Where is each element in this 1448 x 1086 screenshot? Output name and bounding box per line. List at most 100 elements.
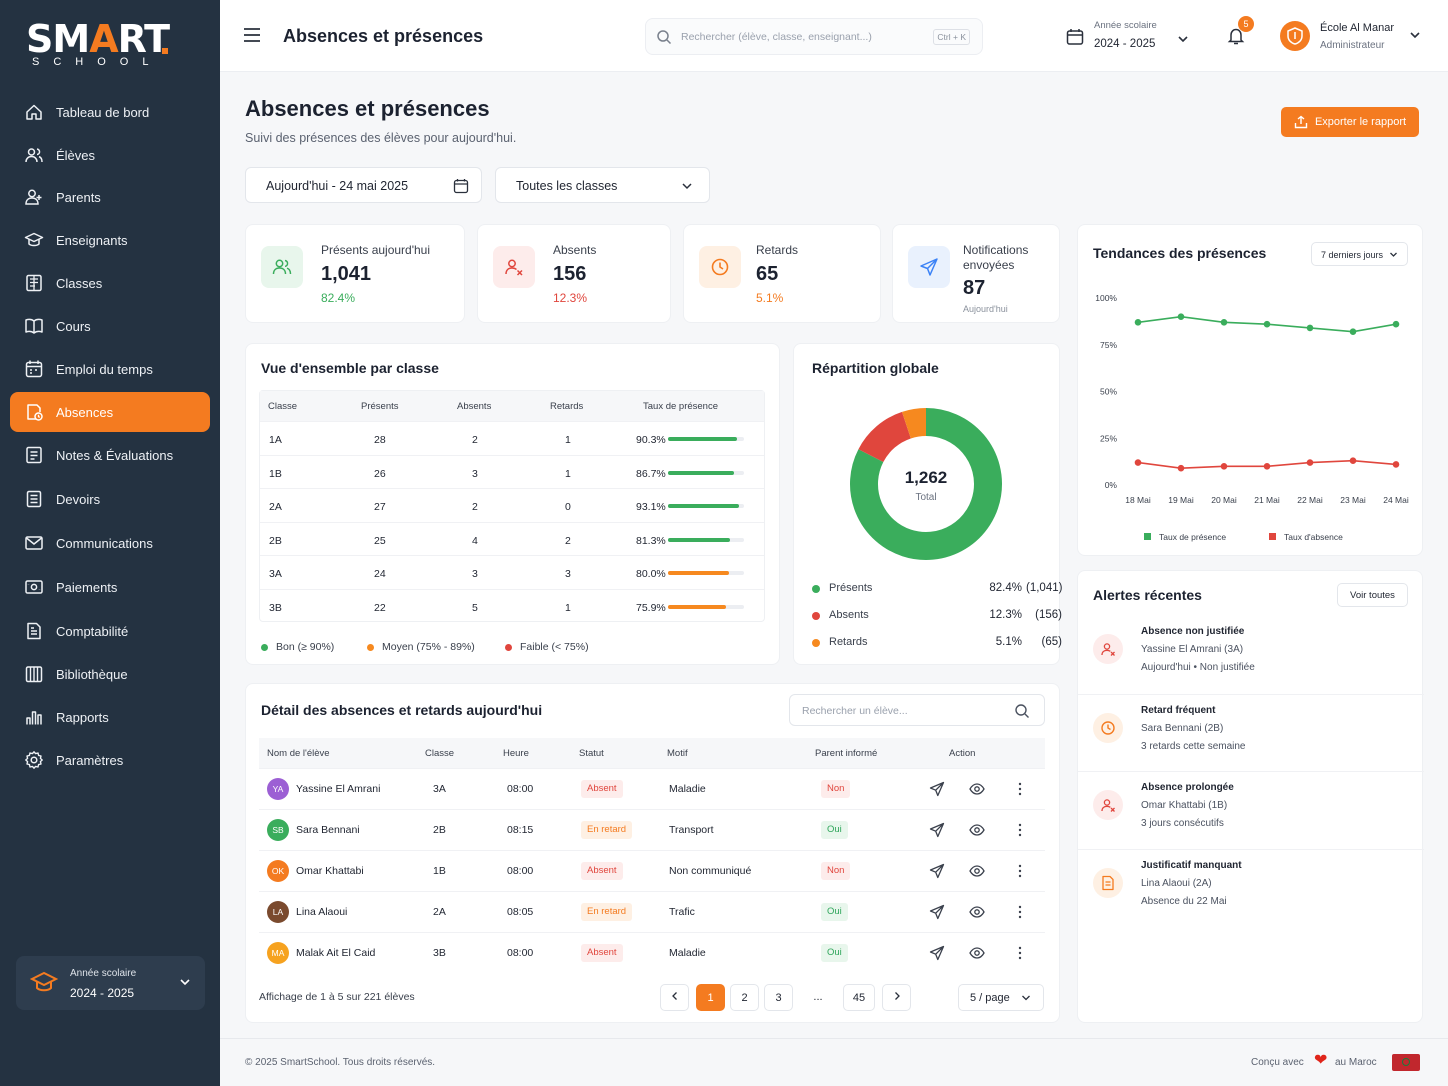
view-all-alerts-button[interactable]: Voir toutes bbox=[1337, 583, 1408, 607]
sidebar-item-emploi-du-temps[interactable]: Emploi du temps bbox=[10, 349, 210, 389]
smart-school-logo[interactable]: SMART SCHOOL bbox=[26, 17, 170, 68]
pagination-summary: Affichage de 1 à 5 sur 221 élèves bbox=[259, 991, 415, 1003]
data-point[interactable] bbox=[1306, 459, 1314, 466]
table-cell-presents: 28 bbox=[374, 434, 386, 446]
attendance-rate-fill bbox=[668, 605, 726, 609]
search-icon bbox=[657, 30, 672, 45]
sidebar-item-parents[interactable]: Parents bbox=[10, 177, 210, 217]
data-point[interactable] bbox=[1134, 459, 1142, 466]
data-point[interactable] bbox=[1263, 463, 1271, 470]
next-page-button[interactable] bbox=[882, 984, 911, 1011]
sidebar-item-classes[interactable]: Classes bbox=[10, 263, 210, 303]
donut-slice-absents bbox=[858, 411, 912, 463]
view-button[interactable] bbox=[969, 781, 985, 800]
data-point[interactable] bbox=[1263, 320, 1271, 328]
attendance-rate-fill bbox=[668, 470, 734, 475]
page-button-2[interactable]: 2 bbox=[730, 984, 759, 1011]
table-cell-classe: 3B bbox=[433, 947, 446, 959]
table-row: 2B 25 4 2 81.3% bbox=[260, 521, 764, 556]
data-point[interactable] bbox=[1220, 463, 1228, 470]
send-notification-button[interactable] bbox=[929, 945, 945, 964]
sidebar-item-notes-evaluations[interactable]: Notes & Évaluations bbox=[10, 435, 210, 475]
column-header: Classe bbox=[425, 748, 455, 759]
data-point[interactable] bbox=[1349, 328, 1357, 335]
data-point[interactable] bbox=[1306, 324, 1314, 332]
sidebar-item-parametres[interactable]: Paramètres bbox=[10, 740, 210, 780]
sidebar-item-eleves[interactable]: Élèves bbox=[10, 135, 210, 175]
page-size-select[interactable]: 5 / page bbox=[958, 984, 1044, 1011]
table-cell-retards: 1 bbox=[565, 434, 571, 446]
stat-card-absents: Absents 156 12.3% bbox=[477, 224, 671, 323]
calendar-icon bbox=[1066, 29, 1084, 45]
view-button[interactable] bbox=[969, 822, 985, 841]
table-cell-taux: 90.3% bbox=[636, 434, 666, 446]
period-select[interactable]: 7 derniers jours bbox=[1311, 242, 1408, 266]
sidebar-item-rapports[interactable]: Rapports bbox=[10, 697, 210, 737]
alert-item[interactable]: Retard fréquent Sara Bennani (2B) 3 retard… bbox=[1078, 693, 1424, 772]
attendance-rate-fill bbox=[668, 537, 730, 542]
send-notification-button[interactable] bbox=[929, 863, 945, 882]
alert-item[interactable]: Justificatif manquant Lina Alaoui (2A) Abs… bbox=[1078, 848, 1424, 927]
table-cell-classe: 1A bbox=[269, 434, 282, 446]
legend-medium: Moyen (75% - 89%) bbox=[367, 641, 475, 653]
more-vertical-icon bbox=[1018, 946, 1022, 960]
sidebar-item-cours[interactable]: Cours bbox=[10, 306, 210, 346]
data-point[interactable] bbox=[1134, 319, 1142, 326]
sidebar-item-comptabilite[interactable]: Comptabilité bbox=[10, 611, 210, 651]
send-notification-button[interactable] bbox=[929, 781, 945, 800]
export-label: Exporter le rapport bbox=[1314, 116, 1407, 128]
sidebar: SMART SCHOOL Tableau de bord Élèves Parent… bbox=[0, 0, 220, 1086]
users-icon bbox=[272, 259, 292, 275]
page-button-3[interactable]: 3 bbox=[764, 984, 793, 1011]
sidebar-item-bibliotheque[interactable]: Bibliothèque bbox=[10, 654, 210, 694]
distribution-row-absents: Absents 12.3% (156) bbox=[812, 608, 1062, 624]
status-badge: Absent bbox=[581, 944, 623, 962]
sidebar-item-enseignants[interactable]: Enseignants bbox=[10, 220, 210, 260]
school-year-selector[interactable]: Année scolaire 2024 - 2025 bbox=[16, 956, 205, 1010]
data-point[interactable] bbox=[1392, 461, 1400, 468]
sidebar-item-paiements[interactable]: Paiements bbox=[10, 567, 210, 607]
view-button[interactable] bbox=[969, 945, 985, 964]
global-search-input[interactable]: Rechercher (élève, classe, enseignant...… bbox=[645, 18, 983, 55]
alert-item[interactable]: Absence non justifiée Yassine El Amrani (… bbox=[1078, 616, 1424, 694]
send-notification-button[interactable] bbox=[929, 904, 945, 923]
more-options-button[interactable] bbox=[1012, 822, 1028, 841]
sidebar-item-communications[interactable]: Communications bbox=[10, 523, 210, 563]
date-filter[interactable]: Aujourd'hui - 24 mai 2025 bbox=[245, 167, 482, 203]
page-button-45[interactable]: 45 bbox=[843, 984, 875, 1011]
menu-icon[interactable] bbox=[242, 26, 262, 44]
sidebar-item-tableau-de-bord[interactable]: Tableau de bord bbox=[10, 92, 210, 132]
class-filter-select[interactable]: Toutes les classes bbox=[495, 167, 710, 203]
data-point[interactable] bbox=[1177, 313, 1185, 320]
alert-item[interactable]: Absence prolongée Omar Khattabi (1B) 3 jou… bbox=[1078, 771, 1424, 849]
page-button-1[interactable]: 1 bbox=[696, 984, 725, 1011]
sidebar-item-devoirs[interactable]: Devoirs bbox=[10, 479, 210, 519]
export-report-button[interactable]: Exporter le rapport bbox=[1281, 107, 1419, 137]
parent-informed-badge: Non bbox=[821, 780, 851, 798]
table-cell-classe: 2A bbox=[433, 906, 446, 918]
table-cell-classe: 3B bbox=[269, 602, 282, 614]
more-options-button[interactable] bbox=[1012, 945, 1028, 964]
data-point[interactable] bbox=[1392, 320, 1400, 328]
year-value: 2024 - 2025 bbox=[1094, 38, 1156, 50]
more-options-button[interactable] bbox=[1012, 781, 1028, 800]
view-button[interactable] bbox=[969, 904, 985, 923]
student-search-input[interactable]: Rechercher un élève... bbox=[789, 694, 1045, 726]
data-point[interactable] bbox=[1349, 457, 1357, 464]
school-avatar[interactable] bbox=[1280, 21, 1310, 51]
view-button[interactable] bbox=[969, 863, 985, 882]
sidebar-item-label: Bibliothèque bbox=[56, 666, 128, 682]
stat-value: 65 bbox=[756, 263, 779, 285]
more-options-button[interactable] bbox=[1012, 863, 1028, 882]
prev-page-button[interactable] bbox=[660, 984, 689, 1011]
donut-slice-presents bbox=[850, 408, 1002, 560]
attendance-rate-bar bbox=[668, 504, 744, 509]
sidebar-item-absences[interactable]: Absences bbox=[10, 392, 210, 432]
data-point[interactable] bbox=[1177, 464, 1185, 472]
notifications-button[interactable]: 5 bbox=[1226, 16, 1254, 49]
school-year-label: Année scolaire bbox=[70, 968, 137, 979]
profile-chevron-icon[interactable] bbox=[1408, 30, 1422, 42]
more-options-button[interactable] bbox=[1012, 904, 1028, 923]
send-notification-button[interactable] bbox=[929, 822, 945, 841]
data-point[interactable] bbox=[1220, 319, 1228, 326]
